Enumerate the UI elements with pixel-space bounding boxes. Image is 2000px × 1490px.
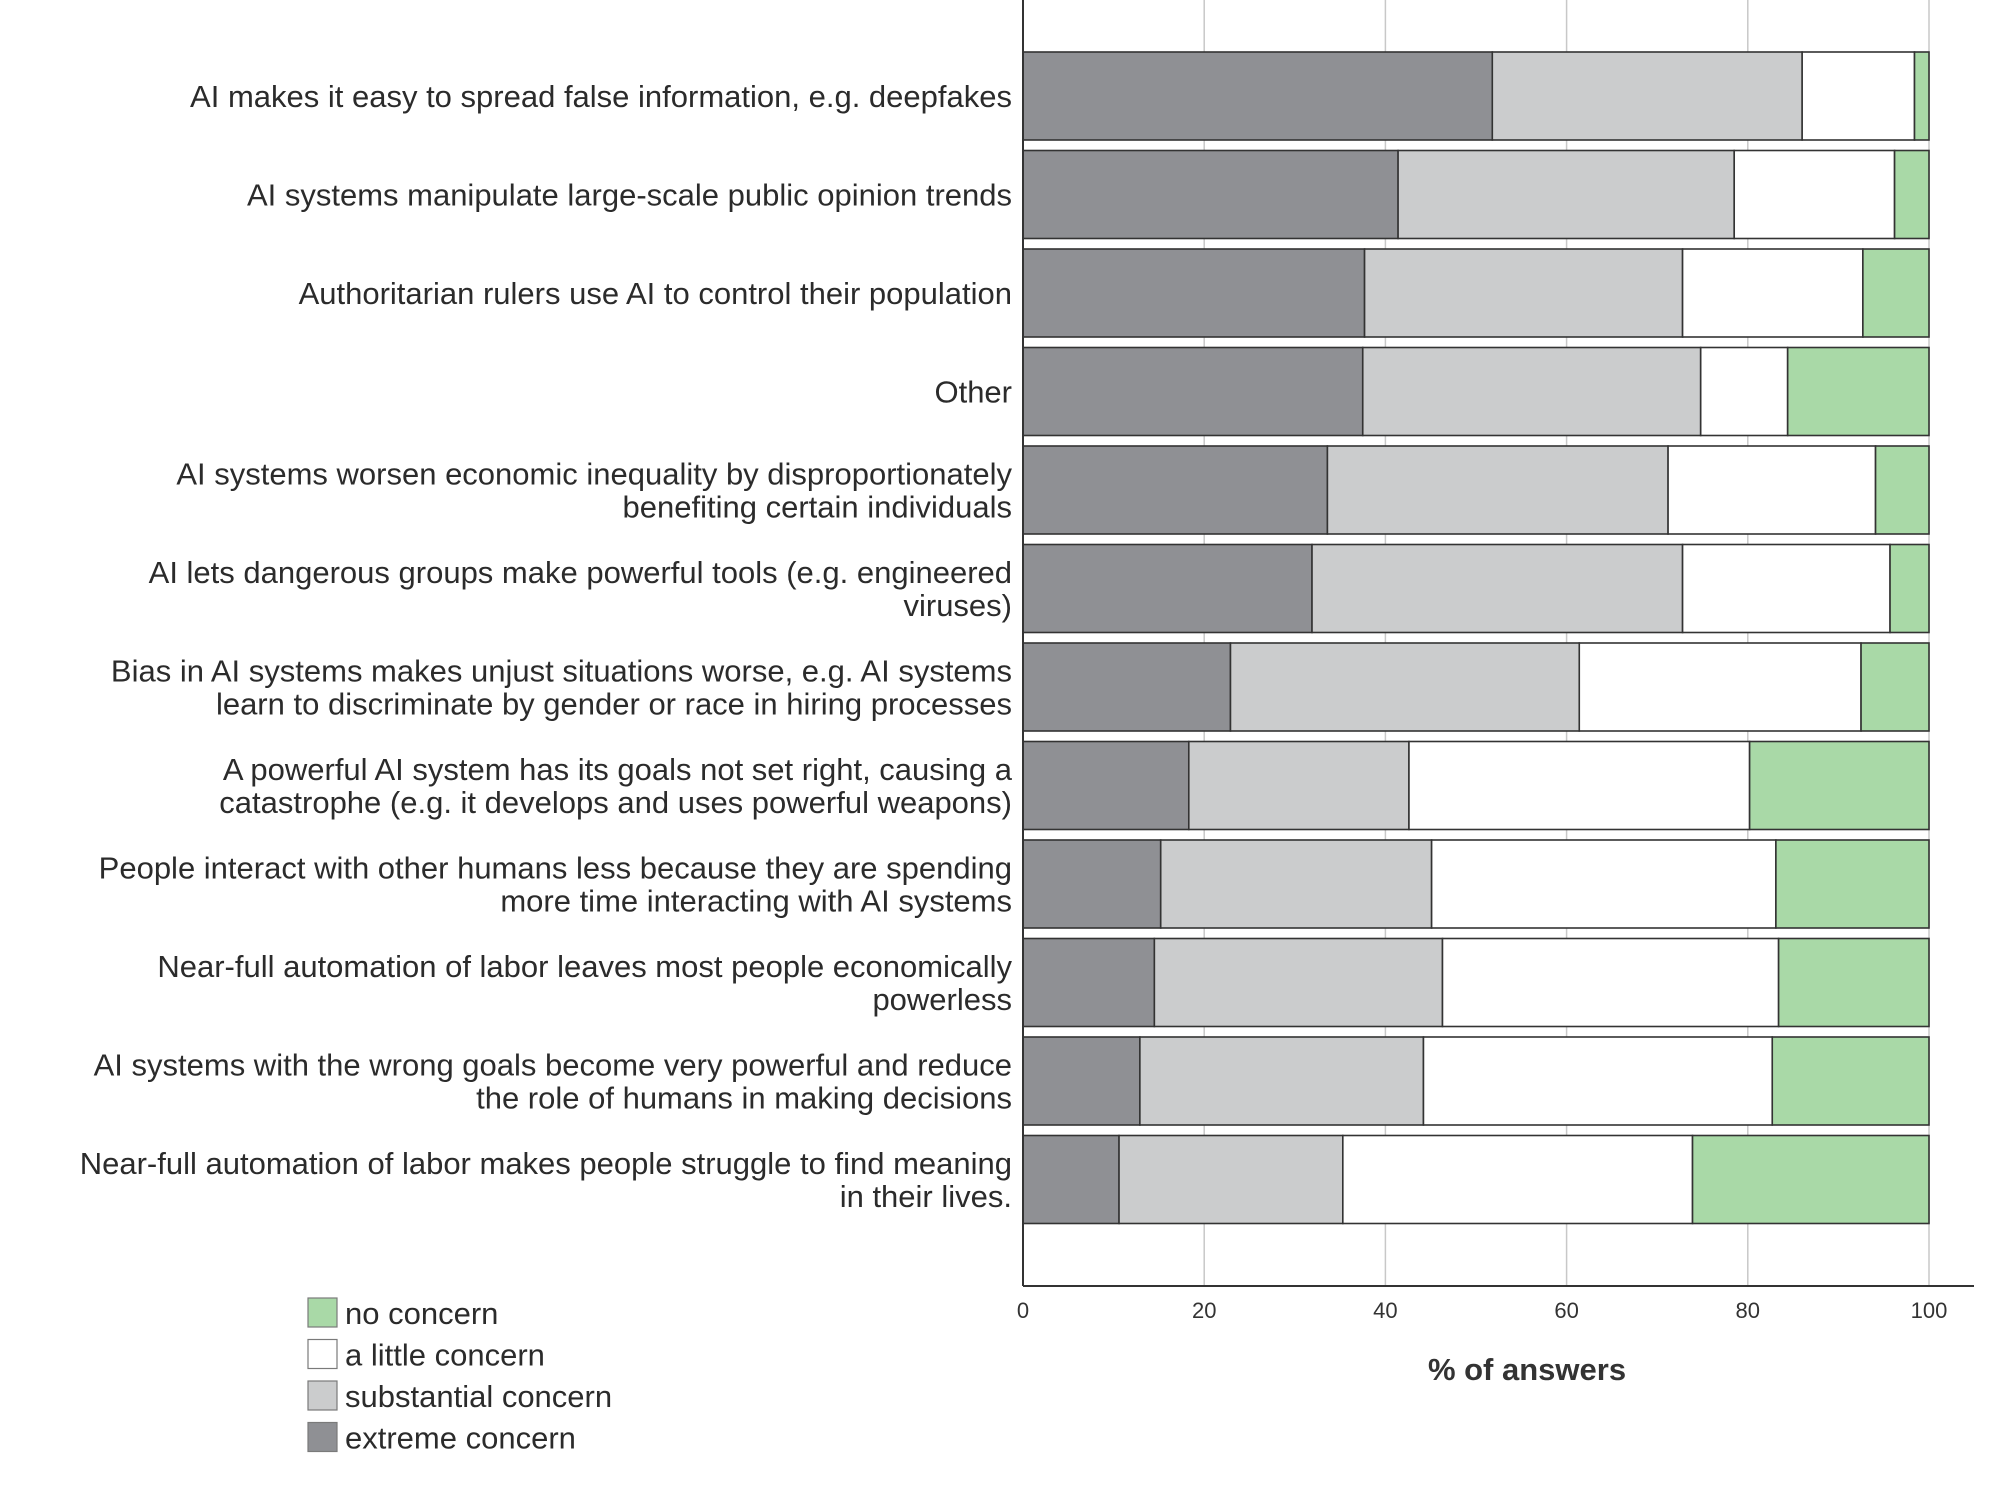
category-label: more time interacting with AI systems <box>500 884 1012 919</box>
bar-segment <box>1578 642 1862 732</box>
bar-segment <box>1229 642 1581 732</box>
bar-segment <box>1139 1036 1425 1126</box>
bar-segment <box>1699 346 1789 437</box>
category-labels: AI makes it easy to spread false informa… <box>80 79 1013 1214</box>
bar-segment <box>1733 149 1896 240</box>
category-label: Authoritarian rulers use AI to control t… <box>299 276 1012 311</box>
bar-segment <box>1311 543 1684 634</box>
bar-segment <box>1748 740 1930 831</box>
category-label: AI systems worsen economic inequality by… <box>176 457 1012 492</box>
category-label: Bias in AI systems makes unjust situatio… <box>111 654 1012 689</box>
bar-segment <box>1775 839 1930 929</box>
category-label: AI systems with the wrong goals become v… <box>94 1048 1012 1083</box>
bar-segment <box>1491 51 1803 141</box>
bar-segment <box>1441 937 1780 1028</box>
bar-segment <box>1022 1134 1120 1225</box>
category-label: viruses) <box>903 588 1012 623</box>
category-label: benefiting certain individuals <box>623 490 1012 525</box>
bar-segment <box>1771 1036 1930 1126</box>
plot-frame <box>1022 0 1974 1287</box>
bar-segment <box>1862 248 1930 338</box>
bar-segment <box>1691 1134 1930 1225</box>
bar-segment <box>1874 445 1930 535</box>
legend-label: no concern <box>345 1296 498 1331</box>
bar-segment <box>1786 346 1930 437</box>
category-label: AI makes it easy to spread false informa… <box>190 79 1012 114</box>
x-axis-ticks: 0 20 40 60 80 100 <box>1017 1298 1947 1323</box>
bar-segment <box>1022 642 1232 732</box>
bar-segment <box>1342 1134 1694 1225</box>
bar-segment <box>1022 51 1494 141</box>
bar-segment <box>1022 1036 1141 1126</box>
bar-segment <box>1422 1036 1774 1126</box>
x-tick-label: 20 <box>1192 1298 1216 1323</box>
bar-segment <box>1681 543 1891 634</box>
bars <box>1022 51 1930 1225</box>
category-label: catastrophe (e.g. it develops and uses p… <box>219 785 1012 820</box>
bar-segment <box>1681 248 1864 338</box>
category-label: learn to discriminate by gender or race … <box>216 687 1012 722</box>
bar-segment <box>1159 839 1433 929</box>
category-label: AI systems manipulate large-scale public… <box>247 178 1012 213</box>
category-label: Near-full automation of labor leaves mos… <box>157 949 1012 984</box>
legend-swatch <box>307 1338 338 1370</box>
category-label: in their lives. <box>840 1179 1012 1214</box>
legend-label: substantial concern <box>345 1379 612 1414</box>
bar-segment <box>1361 346 1702 437</box>
bar-segment <box>1860 642 1930 732</box>
x-tick-label: 80 <box>1736 1298 1760 1323</box>
bar-segment <box>1187 740 1410 831</box>
category-label: powerless <box>872 982 1012 1017</box>
legend-label: extreme concern <box>345 1421 576 1456</box>
legend: no concern a little concern substantial co… <box>307 1296 612 1456</box>
category-label: A powerful AI system has its goals not s… <box>223 752 1013 787</box>
bar-segment <box>1022 248 1366 338</box>
bar-segment <box>1326 445 1669 535</box>
bar-segment <box>1022 149 1399 240</box>
x-axis-title: % of answers <box>1428 1352 1626 1387</box>
bar-segment <box>1913 51 1930 141</box>
bar-segment <box>1397 149 1736 240</box>
bar-segment <box>1889 543 1930 634</box>
bar-segment <box>1408 740 1751 831</box>
bar-segment <box>1777 937 1930 1028</box>
bar-segment <box>1022 543 1313 634</box>
x-tick-label: 0 <box>1017 1298 1029 1323</box>
category-label: AI lets dangerous groups make powerful t… <box>149 555 1012 590</box>
legend-swatch <box>307 1380 338 1411</box>
bar-segment <box>1801 51 1916 141</box>
bar-segment <box>1022 937 1156 1028</box>
bar-segment <box>1118 1134 1344 1225</box>
bar-segment <box>1667 445 1877 535</box>
bar-segment <box>1153 937 1444 1028</box>
bar-segment <box>1022 346 1364 437</box>
category-label: People interact with other humans less b… <box>99 851 1012 886</box>
legend-label: a little concern <box>345 1338 545 1373</box>
bar-segment <box>1430 839 1777 929</box>
bar-segment <box>1022 740 1190 831</box>
x-tick-label: 40 <box>1373 1298 1397 1323</box>
x-tick-label: 60 <box>1554 1298 1578 1323</box>
bar-segment <box>1022 839 1162 929</box>
category-label: Other <box>934 375 1012 410</box>
category-label: Near-full automation of labor makes peop… <box>80 1146 1012 1181</box>
bar-segment <box>1022 445 1329 535</box>
legend-swatch <box>307 1421 338 1453</box>
x-tick-label: 100 <box>1911 1298 1948 1323</box>
category-label: the role of humans in making decisions <box>476 1081 1012 1116</box>
bar-segment <box>1893 149 1930 240</box>
legend-swatch <box>307 1297 338 1328</box>
bar-segment <box>1363 248 1684 338</box>
